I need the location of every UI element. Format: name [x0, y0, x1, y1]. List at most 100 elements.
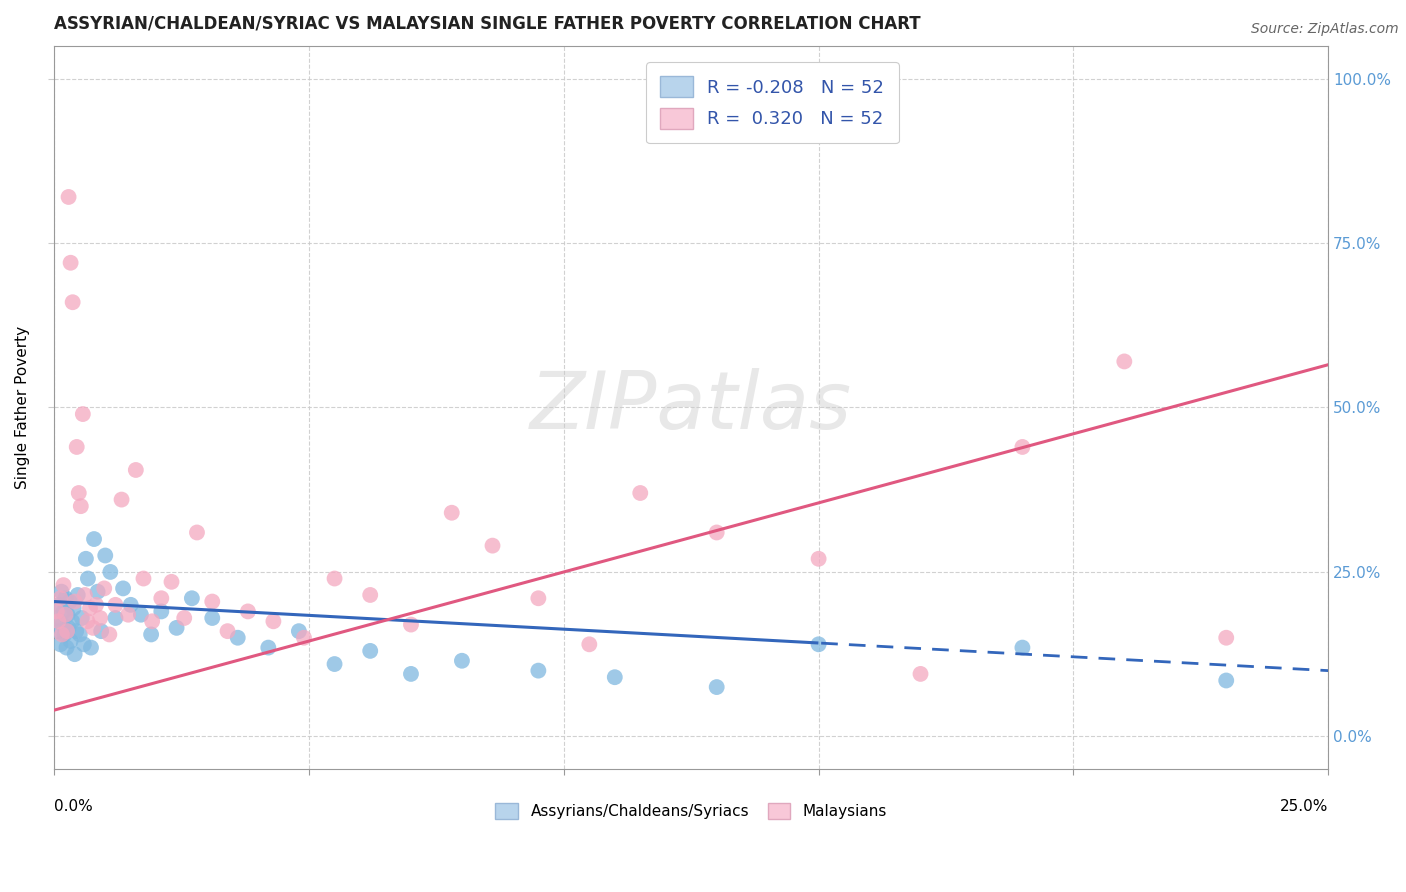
Point — [186, 525, 208, 540]
Point — [226, 631, 249, 645]
Point — [94, 549, 117, 563]
Point — [1215, 631, 1237, 645]
Point — [79, 601, 101, 615]
Point — [807, 551, 830, 566]
Point — [73, 588, 96, 602]
Point — [110, 492, 132, 507]
Point — [359, 588, 381, 602]
Text: 25.0%: 25.0% — [1279, 799, 1329, 814]
Point — [59, 634, 82, 648]
Point — [62, 295, 84, 310]
Point — [1215, 673, 1237, 688]
Point — [481, 539, 503, 553]
Point — [104, 598, 127, 612]
Point — [73, 637, 96, 651]
Point — [1114, 354, 1136, 368]
Point — [706, 525, 728, 540]
Point — [150, 591, 173, 606]
Point — [359, 644, 381, 658]
Text: Source: ZipAtlas.com: Source: ZipAtlas.com — [1251, 22, 1399, 37]
Point — [141, 615, 163, 629]
Point — [58, 594, 80, 608]
Point — [323, 572, 346, 586]
Point — [160, 574, 183, 589]
Point — [63, 647, 86, 661]
Point — [120, 598, 142, 612]
Point — [69, 499, 91, 513]
Point — [65, 624, 87, 639]
Point — [82, 621, 104, 635]
Point — [45, 611, 67, 625]
Point — [201, 594, 224, 608]
Point — [77, 572, 100, 586]
Point — [527, 591, 550, 606]
Point — [49, 591, 72, 606]
Point — [53, 627, 76, 641]
Point — [56, 607, 79, 622]
Point — [173, 611, 195, 625]
Point — [257, 640, 280, 655]
Point — [70, 611, 93, 625]
Point — [60, 615, 83, 629]
Point — [84, 598, 107, 612]
Point — [48, 624, 70, 639]
Point — [399, 617, 422, 632]
Y-axis label: Single Father Poverty: Single Father Poverty — [15, 326, 30, 489]
Point — [132, 572, 155, 586]
Point — [166, 621, 188, 635]
Point — [150, 604, 173, 618]
Point — [56, 624, 79, 639]
Point — [1011, 640, 1033, 655]
Point — [201, 611, 224, 625]
Text: ASSYRIAN/CHALDEAN/SYRIAC VS MALAYSIAN SINGLE FATHER POVERTY CORRELATION CHART: ASSYRIAN/CHALDEAN/SYRIAC VS MALAYSIAN SI… — [55, 15, 921, 33]
Point — [129, 607, 152, 622]
Point — [49, 637, 72, 651]
Point — [66, 440, 89, 454]
Point — [292, 631, 315, 645]
Point — [1011, 440, 1033, 454]
Point — [86, 584, 108, 599]
Point — [104, 611, 127, 625]
Point — [58, 190, 80, 204]
Point — [323, 657, 346, 671]
Point — [45, 604, 67, 618]
Point — [66, 588, 89, 602]
Point — [112, 582, 135, 596]
Point — [288, 624, 311, 639]
Point — [139, 627, 162, 641]
Point — [67, 486, 90, 500]
Point — [98, 627, 121, 641]
Point — [807, 637, 830, 651]
Point — [51, 617, 73, 632]
Point — [117, 607, 139, 622]
Point — [217, 624, 239, 639]
Legend: Assyrians/Chaldeans/Syriacs, Malaysians: Assyrians/Chaldeans/Syriacs, Malaysians — [488, 796, 894, 827]
Point — [236, 604, 259, 618]
Point — [451, 654, 474, 668]
Point — [51, 584, 73, 599]
Point — [527, 664, 550, 678]
Point — [399, 667, 422, 681]
Point — [69, 627, 91, 641]
Point — [75, 551, 97, 566]
Point — [706, 680, 728, 694]
Text: ZIPatlas: ZIPatlas — [530, 368, 852, 447]
Point — [440, 506, 463, 520]
Point — [55, 591, 77, 606]
Point — [603, 670, 626, 684]
Point — [628, 486, 651, 500]
Point — [55, 640, 77, 655]
Point — [83, 532, 105, 546]
Point — [58, 621, 80, 635]
Text: 0.0%: 0.0% — [55, 799, 93, 814]
Point — [98, 565, 121, 579]
Point — [80, 640, 103, 655]
Point — [48, 598, 70, 612]
Point — [76, 615, 98, 629]
Point — [125, 463, 148, 477]
Point — [52, 578, 75, 592]
Point — [52, 604, 75, 618]
Point — [55, 607, 77, 622]
Point — [180, 591, 202, 606]
Point — [48, 615, 70, 629]
